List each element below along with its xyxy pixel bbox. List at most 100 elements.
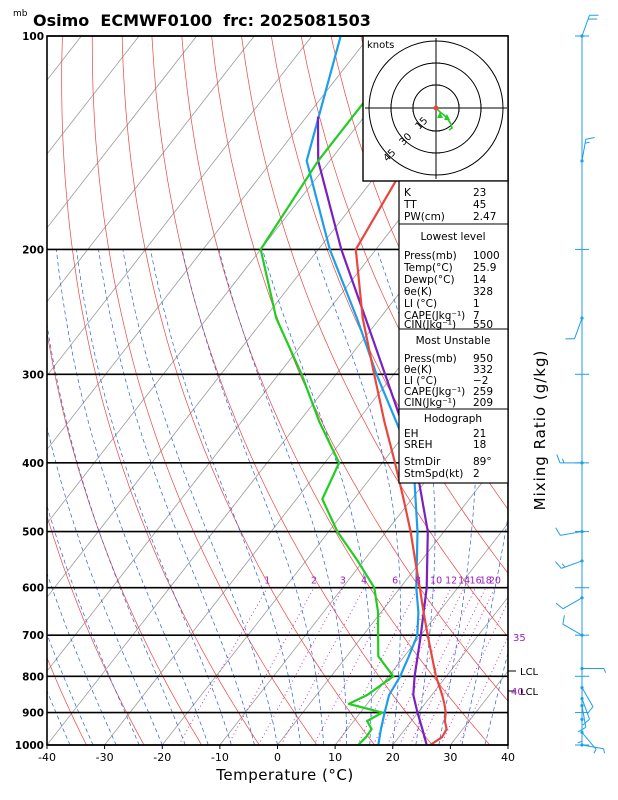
- wind-barb: [565, 316, 584, 340]
- moist-adiabat-line: [76, 249, 232, 745]
- hodo-marker-2: [444, 114, 450, 120]
- temperature-tick-label: 30: [443, 751, 457, 764]
- wind-barb-flag: [555, 602, 564, 610]
- moist-adiabat-line: [461, 514, 508, 745]
- sreh-value: 18: [473, 439, 486, 451]
- isotherm-line: [47, 36, 255, 303]
- sreh-label: SREH: [404, 439, 433, 451]
- moist-adiabat-line: [181, 249, 324, 745]
- dry-adiabat-line: [91, 36, 318, 745]
- wind-barb-base: [580, 633, 584, 637]
- hodograph-units-label: knots: [367, 40, 394, 51]
- pressure-tick-label: 1000: [15, 740, 44, 752]
- mixing-ratio-label: 10: [430, 576, 442, 587]
- moist-adiabat-line: [438, 249, 477, 745]
- wind-barb: [555, 527, 584, 536]
- mixing-ratio-label: 4: [361, 576, 367, 587]
- isotherm-line: [47, 36, 313, 377]
- wind-barb-staff: [581, 687, 594, 707]
- dry-adiabat-line: [270, 36, 508, 574]
- wind-barb-staff: [561, 560, 583, 569]
- profile-dewpoint: [259, 36, 417, 745]
- lowest-dewp-value: 14: [473, 274, 487, 286]
- wind-barb: [580, 666, 607, 673]
- dry-adiabat-line: [47, 656, 87, 745]
- isotherm-line: [566, 36, 618, 745]
- wind-barb-flag: [593, 749, 597, 754]
- wind-barb-staff: [581, 139, 587, 161]
- profile-virtual-temperature: [305, 36, 420, 745]
- lowest-theta-label: θe(K): [404, 286, 432, 298]
- lcl-markers: LCL LCL: [508, 667, 539, 698]
- mixing-ratio-line: [409, 587, 487, 745]
- pressure-tick-label: 100: [22, 31, 44, 43]
- mu-press-value: 950: [473, 353, 493, 365]
- mixing-ratio-label: 20: [489, 576, 501, 587]
- mu-cape-value: 259: [473, 386, 493, 398]
- wind-barb-base: [580, 743, 584, 747]
- wind-barb-staff: [581, 744, 604, 750]
- mixing-ratio-label: 6: [392, 576, 398, 587]
- pressure-tick-label: 500: [22, 527, 44, 539]
- mixing-ratio-label: 2: [311, 576, 317, 587]
- wind-barb-base: [580, 529, 584, 534]
- wind-barb-staff: [581, 698, 590, 720]
- wind-barb-base: [580, 730, 584, 735]
- dry-adiabat-line: [540, 36, 618, 745]
- hodo-marker-1: [437, 112, 443, 118]
- wind-barb-flag: [603, 748, 605, 754]
- k-label: K: [404, 187, 412, 199]
- mixing-ratio-label: 1: [264, 576, 270, 587]
- stmspd-label: StmSpd(kt): [404, 468, 463, 480]
- hodo-axis-ticks: [390, 62, 482, 154]
- mixing-ratio-line: [227, 587, 315, 745]
- lowest-temp-label: Temp(°C): [403, 262, 453, 274]
- wind-barb: [555, 596, 584, 610]
- indices-panel: K 23 TT 45 PW(cm) 2.47 Lowest level Pres…: [398, 180, 509, 484]
- tt-label: TT: [403, 199, 417, 211]
- eh-label: EH: [404, 428, 419, 440]
- pressure-tick-label: 900: [22, 708, 44, 720]
- eh-value: 21: [473, 428, 486, 440]
- wind-barb-flag: [585, 141, 590, 144]
- wind-barb: [556, 454, 584, 465]
- pressure-tick-label: 400: [22, 458, 44, 470]
- lowest-cape-label: CAPE(Jkg⁻¹): [404, 310, 465, 322]
- wind-barb-base: [580, 704, 584, 708]
- dry-adiabat-line: [47, 514, 145, 745]
- wind-barb-staff: [581, 15, 590, 37]
- stmspd-value: 2: [473, 468, 480, 480]
- wind-barbs: [555, 14, 607, 754]
- mixing-ratio-label: 12: [445, 576, 457, 587]
- wind-barb-base: [580, 34, 584, 38]
- pressure-tick-label: 600: [22, 583, 44, 595]
- wind-barb-staff: [562, 623, 583, 636]
- mu-cin-value: 209: [473, 397, 493, 409]
- temperature-tick-label: 40: [501, 751, 515, 764]
- wind-barb-flag: [555, 561, 562, 569]
- mu-theta-label: θe(K): [404, 364, 432, 376]
- lowest-dewp-label: Dewp(°C): [404, 274, 455, 286]
- mixing-ratio-label: 16: [470, 576, 482, 587]
- moist-adiabat-line: [376, 249, 436, 745]
- stmdir-value: 89°: [473, 456, 492, 468]
- mixing-ratio-label: 14: [458, 576, 470, 587]
- temperature-tick-label: -10: [211, 751, 229, 764]
- pressure-tick-labels: 100 200 300 400 500 600 700 800 900 1000: [15, 31, 44, 752]
- mixing-ratio-label: 3: [340, 576, 346, 587]
- temperature-tick-label: 0: [274, 751, 281, 764]
- moist-adiabat-line: [56, 249, 209, 745]
- dry-adiabat-line: [61, 36, 260, 745]
- temperature-tick-label: 20: [386, 751, 400, 764]
- isotherm-line: [47, 36, 370, 451]
- moist-adiabat-line: [98, 249, 255, 745]
- tt-value: 45: [473, 199, 486, 211]
- wind-barb-base: [580, 696, 584, 701]
- wind-barb-staff: [581, 732, 597, 750]
- lowest-level-title: Lowest level: [420, 231, 485, 243]
- wind-barb-base: [580, 159, 584, 163]
- wind-barb-flag: [585, 137, 595, 140]
- temperature-tick-label: 10: [328, 751, 342, 764]
- mixing-ratio-line: [280, 587, 365, 745]
- profile-temperature: [354, 36, 486, 745]
